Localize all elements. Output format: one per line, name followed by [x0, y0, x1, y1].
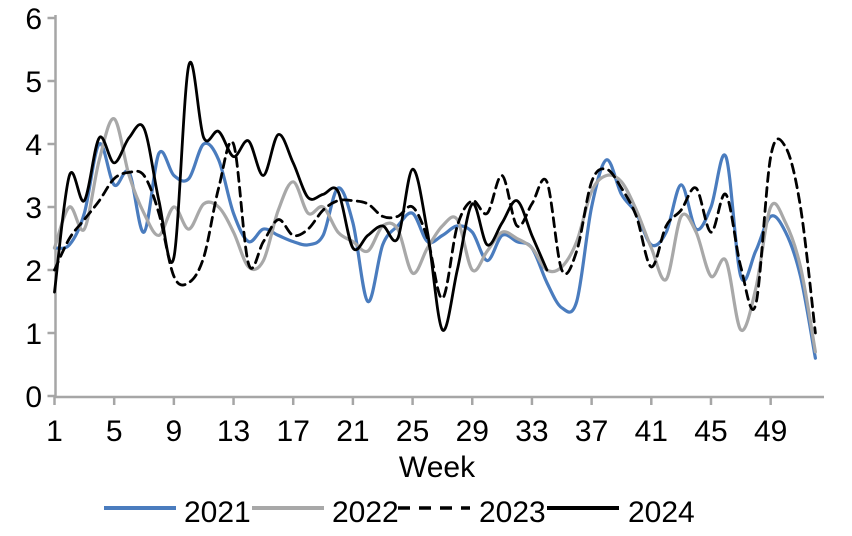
x-tick-label: 49	[754, 415, 787, 448]
series-line-2023	[53, 137, 817, 335]
series-line-2022	[52, 117, 817, 354]
x-tick-label: 17	[277, 415, 310, 448]
axes	[47, 15, 824, 405]
x-tick-label: 45	[694, 415, 727, 448]
legend-label-2024: 2024	[628, 496, 695, 529]
legend-label-2022: 2022	[332, 496, 399, 529]
y-tick-label: 6	[25, 3, 42, 36]
x-tick-label: 5	[106, 415, 123, 448]
legend-item-2022: 2022	[252, 496, 399, 529]
y-tick-label: 3	[25, 192, 42, 225]
x-tick-label: 37	[575, 415, 608, 448]
legend-item-2021: 2021	[104, 496, 251, 529]
series-line-2024	[53, 60, 549, 332]
legend: 2021 2022 2023 2024	[104, 496, 695, 529]
x-tick-label: 1	[46, 415, 63, 448]
legend-item-2024: 2024	[547, 496, 695, 529]
x-tick-label: 33	[515, 415, 548, 448]
x-tick-label: 9	[166, 415, 183, 448]
x-axis-title: Week	[399, 451, 476, 484]
legend-label-2023: 2023	[479, 496, 546, 529]
y-tick-label: 5	[25, 66, 42, 99]
y-tick-label: 4	[25, 129, 42, 162]
legend-label-2021: 2021	[184, 496, 251, 529]
series-lines	[52, 60, 817, 360]
x-tick-label: 29	[456, 415, 489, 448]
y-tick-label: 1	[25, 318, 42, 351]
y-tick-label: 0	[25, 381, 42, 414]
x-tick-label: 41	[635, 415, 668, 448]
y-tick-label: 2	[25, 255, 42, 288]
x-tick-label: 25	[396, 415, 429, 448]
x-tick-label: 13	[217, 415, 250, 448]
legend-item-2023: 2023	[398, 496, 546, 529]
x-tick-label: 21	[336, 415, 369, 448]
